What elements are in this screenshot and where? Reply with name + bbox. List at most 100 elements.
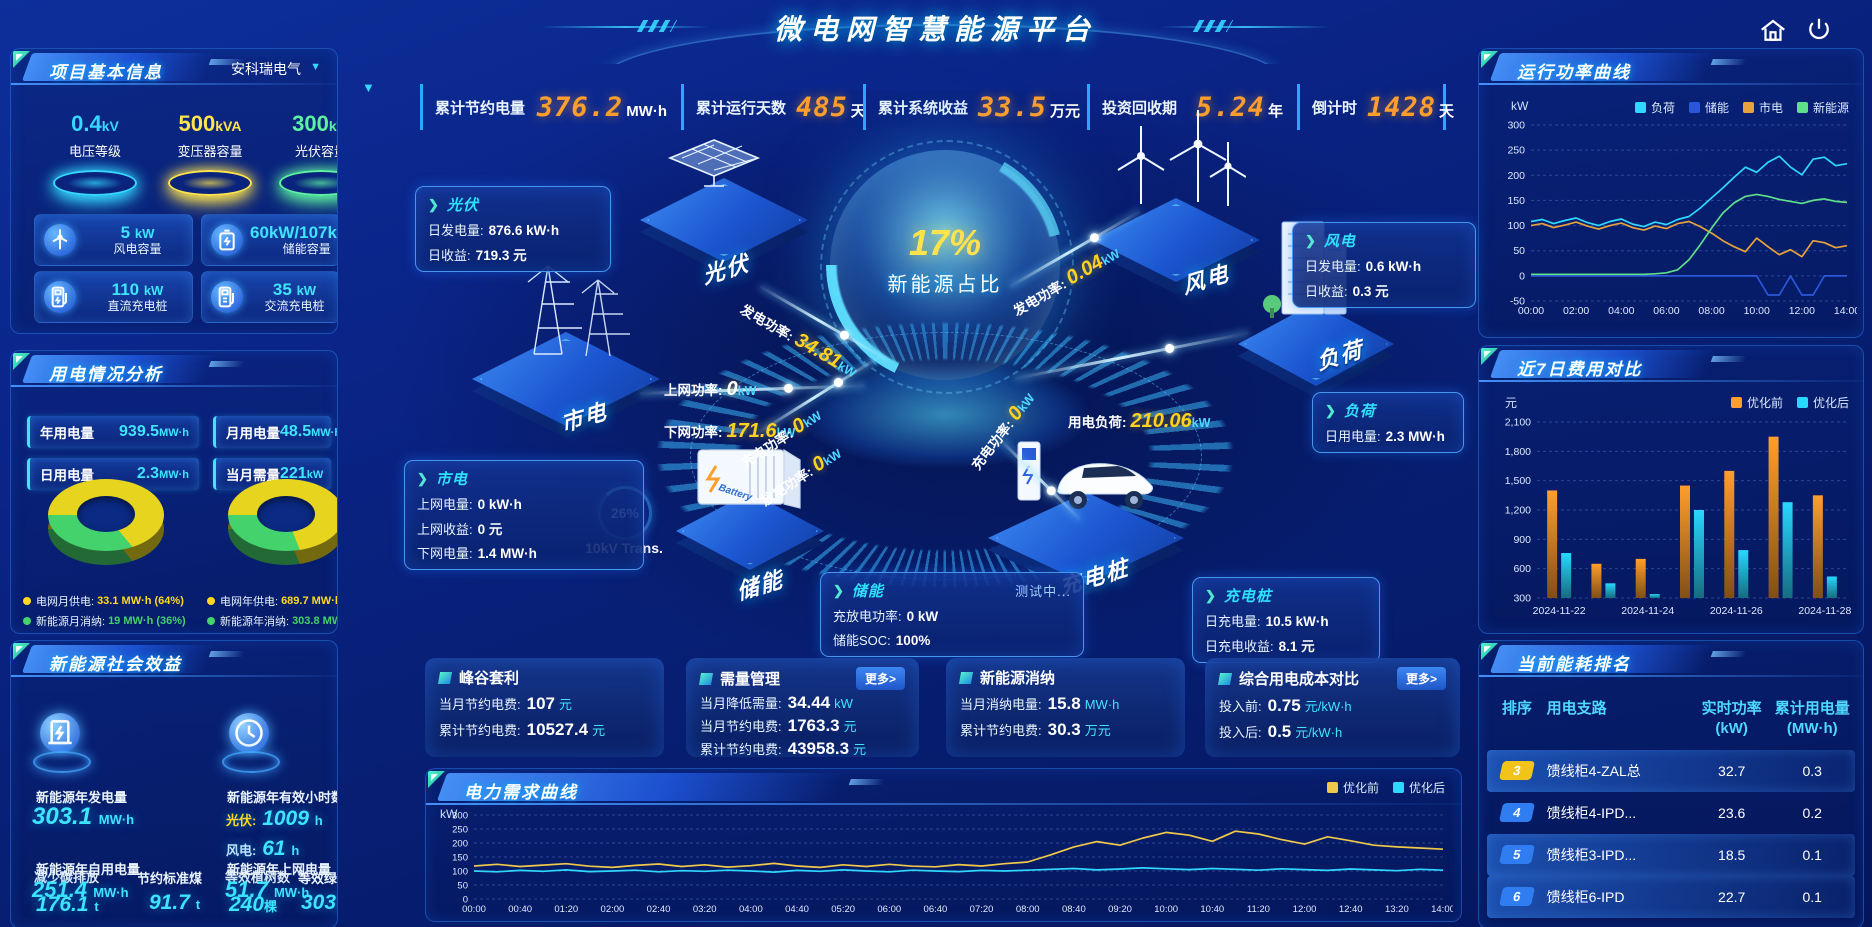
benefit-row: 当月消纳电量: 15.8 MW·h (960, 694, 1120, 713)
home-icon[interactable] (1758, 16, 1788, 46)
svg-text:300: 300 (1507, 120, 1525, 132)
demand-chart: 300 250 200 150 100 50 000:00 00:40 01:20 02:00 02… (452, 811, 1453, 916)
svg-text:1,800: 1,800 (1505, 446, 1531, 458)
svg-text:06:40: 06:40 (924, 904, 948, 915)
svg-text:600: 600 (1513, 563, 1531, 575)
usage-stat-0: 年用电量 939.5MW·h (27, 416, 199, 448)
stat-text: 5 kW 风电容量 (83, 223, 192, 256)
pv-hours: 光伏: 1009 h (226, 807, 323, 830)
svg-text:900: 900 (1513, 534, 1531, 546)
demand-legend: 优化前 优化后 (1326, 779, 1445, 796)
company-select[interactable]: 安科瑞电气 (231, 61, 301, 77)
svg-text:04:40: 04:40 (785, 904, 809, 915)
svg-text:14:00: 14:00 (1834, 305, 1857, 317)
run-legend-item[interactable]: 储能 (1688, 99, 1729, 116)
legend-label: 新能源年消纳: (220, 616, 290, 628)
svg-text:07:20: 07:20 (970, 904, 994, 915)
kpi-unit: 万元 (1050, 102, 1081, 120)
panel-title: 新能源社会效益 (49, 655, 182, 674)
legend-dot (207, 597, 215, 605)
dc-charger-icon (44, 281, 76, 313)
svg-text:13:20: 13:20 (1385, 904, 1409, 915)
company-select-caret-icon[interactable]: ▼ (310, 61, 321, 73)
power-cell: 23.6 (1718, 804, 1746, 821)
svg-text:1,200: 1,200 (1505, 505, 1531, 517)
ac-charger-icon (211, 281, 243, 313)
kpi-value: 376.2 (536, 91, 624, 123)
generation-icon (40, 713, 80, 753)
platform-label: 变压器容量 (177, 144, 243, 159)
svg-text:12:00: 12:00 (1789, 305, 1815, 317)
svg-text:50: 50 (457, 881, 468, 892)
usage-label: 当月需量 (226, 468, 280, 483)
charger-platform (988, 492, 1184, 596)
branch-cell: 馈线柜3-IPD... (1546, 846, 1637, 863)
energy-ranking-panel: 当前能耗排名 排序 用电支路 实时功率 (kW) 累计用电量 (MW·h) 3 馈线柜4-ZA… (1478, 640, 1864, 927)
ranking-row[interactable]: 5 馈线柜3-IPD... 18.5 0.1 (1487, 833, 1855, 876)
kpi-value: 485 (796, 91, 848, 123)
chevron-down-icon[interactable]: ▼ (362, 80, 375, 95)
stat-label: 储能容量 (282, 241, 331, 256)
legend-value: 689.7 MW·h (69%) (281, 595, 337, 607)
svg-text:100: 100 (1507, 220, 1525, 232)
demand-legend-item[interactable]: 优化前 (1326, 779, 1379, 796)
benefit-row: 累计节约电费: 30.3 万元 (960, 720, 1111, 739)
ranking-row[interactable]: 3 馈线柜4-ZAL总 32.7 0.3 (1487, 749, 1855, 792)
panel-title: 电力需求曲线 (464, 783, 578, 802)
ranking-row[interactable]: 4 馈线柜4-IPD... 23.6 0.2 (1487, 792, 1855, 834)
cost-legend-item[interactable]: 优化前 (1730, 394, 1783, 411)
benefit-card-0: 峰谷套利 当月节约电费: 107 元累计节约电费: 10527.4 元 (425, 658, 664, 757)
more-button[interactable]: 更多> (855, 667, 905, 690)
panel-title: 项目基本信息 (49, 63, 163, 82)
kpi-value: 5.24 (1195, 91, 1265, 123)
svg-text:150: 150 (1507, 195, 1525, 207)
demand-legend-item[interactable]: 优化后 (1392, 779, 1445, 796)
svg-text:0: 0 (463, 895, 468, 906)
wind-platform (1092, 198, 1260, 294)
panel-header: 近7日费用对比 (1479, 346, 1863, 382)
kpi-unit: 年 (1267, 102, 1283, 120)
svg-text:0: 0 (1519, 270, 1525, 282)
donut-legend-item[interactable]: 电网月供电: 33.1 MW·h (64%) (23, 593, 184, 609)
flow-label-3: 下网功率: 171.6kW (664, 420, 796, 442)
stat-text: 110 kW 直流充电桩 (83, 280, 192, 313)
run-legend-item[interactable]: 市电 (1742, 99, 1783, 116)
card-title: ❯ 负荷 (1325, 402, 1376, 421)
power-icon[interactable] (1804, 15, 1834, 45)
svg-text:2,100: 2,100 (1505, 417, 1531, 429)
usage-stat-2: 日用电量 2.3MW·h (27, 458, 199, 490)
ranking-row[interactable]: 6 馈线柜6-IPD 22.7 0.1 (1487, 875, 1855, 918)
svg-text:200: 200 (452, 839, 468, 850)
kpi-value-group: 485 天 (786, 92, 866, 123)
donut-legend-item[interactable]: 电网年供电:689.7 MW·h (69%) (207, 593, 337, 609)
svg-text:14:00: 14:00 (1431, 904, 1453, 915)
grid-platform (472, 332, 660, 438)
donut-legend-item[interactable]: 新能源月消纳: 19 MW·h (36%) (23, 613, 186, 629)
pv-icon (652, 112, 796, 200)
more-button[interactable]: 更多> (1396, 667, 1446, 690)
svg-text:2024-11-26: 2024-11-26 (1710, 605, 1763, 617)
donut-legend-item[interactable]: 新能源年消纳:303.8 MW·h (31%) (207, 613, 337, 629)
platform-value: 0.4kV (71, 111, 119, 136)
panel-title: 用电情况分析 (49, 365, 163, 384)
cost-y-unit: 元 (1505, 396, 1518, 410)
branch-cell: 馈线柜4-ZAL总 (1546, 762, 1641, 779)
run-legend-item[interactable]: 新能源 (1796, 99, 1849, 116)
svg-text:02:00: 02:00 (1563, 305, 1589, 317)
trees-label: 等效植树数 (225, 870, 291, 885)
stat-text: 60kW/107kWh储能容量 (250, 223, 337, 256)
donut-hole (77, 496, 135, 532)
cost-legend-item[interactable]: 优化后 (1796, 394, 1849, 411)
run-legend-item[interactable]: 负荷 (1634, 99, 1675, 116)
svg-text:00:00: 00:00 (462, 904, 486, 915)
usage-donut-1 (226, 479, 337, 574)
svg-text:02:40: 02:40 (647, 904, 671, 915)
kpi-unit: 天 (850, 102, 866, 120)
card-row: 充放电功率: 0 kW (833, 609, 939, 624)
capacity-platform: 300kW 光伏容量 (267, 111, 337, 196)
svg-text:08:00: 08:00 (1698, 305, 1724, 317)
load-info-card: ❯ 负荷 日用电量: 2.3 MW·h (1312, 392, 1464, 453)
usage-value: 221kW (280, 465, 324, 482)
energy-cell: 0.1 (1802, 888, 1822, 905)
